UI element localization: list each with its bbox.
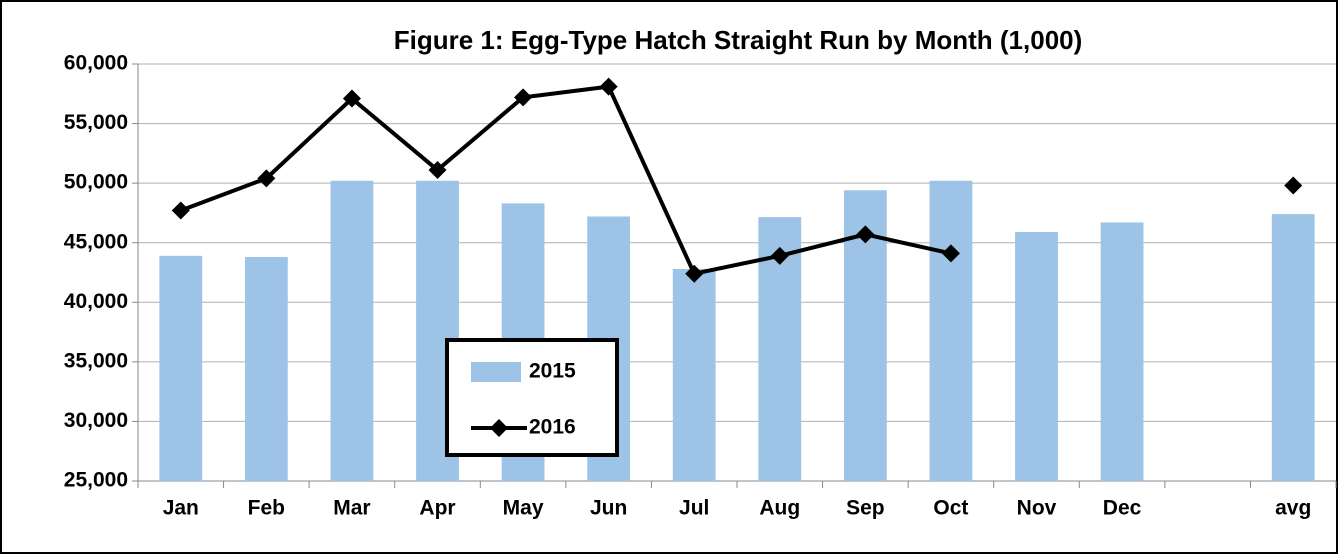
marker xyxy=(514,88,533,107)
x-tick-label: Apr xyxy=(419,497,455,520)
bar xyxy=(672,268,716,481)
marker xyxy=(685,264,704,283)
x-tick-label: Jul xyxy=(679,497,709,520)
x-tick-label: May xyxy=(503,497,544,520)
x-tick-label: Sep xyxy=(846,497,885,520)
x-tick-label: Oct xyxy=(933,497,968,520)
legend-swatch xyxy=(471,362,521,382)
x-tick-label: Feb xyxy=(248,497,285,520)
x-tick-label: Jan xyxy=(163,497,199,520)
bar xyxy=(1100,222,1144,481)
bar xyxy=(1015,231,1058,481)
y-tick-label: 55,000 xyxy=(64,111,128,134)
x-tick-label: Jun xyxy=(590,497,627,520)
x-tick-label: Mar xyxy=(333,497,370,520)
marker xyxy=(941,244,960,263)
legend-label: 2015 xyxy=(529,360,576,383)
marker xyxy=(856,225,875,244)
bar xyxy=(244,257,288,481)
bar xyxy=(330,180,374,481)
marker xyxy=(599,77,618,96)
y-tick-label: 50,000 xyxy=(64,171,128,194)
legend-box xyxy=(445,338,619,457)
y-tick-label: 30,000 xyxy=(64,409,128,432)
marker xyxy=(770,246,789,265)
legend-marker xyxy=(490,419,508,437)
x-tick-label: Aug xyxy=(759,497,800,520)
marker xyxy=(171,201,190,220)
x-tick-label: Nov xyxy=(1017,497,1057,520)
y-tick-label: 35,000 xyxy=(64,349,128,372)
chart-title: Figure 1: Egg-Type Hatch Straight Run by… xyxy=(394,25,1083,55)
legend-label: 2016 xyxy=(529,416,576,439)
marker xyxy=(1284,176,1303,195)
y-tick-label: 40,000 xyxy=(64,290,128,313)
marker xyxy=(257,169,276,188)
y-tick-label: 60,000 xyxy=(64,52,128,75)
y-tick-label: 25,000 xyxy=(64,469,128,492)
bar xyxy=(159,255,203,481)
x-tick-label: avg xyxy=(1275,497,1311,520)
bar xyxy=(1271,214,1315,481)
bar xyxy=(929,180,973,481)
marker xyxy=(428,161,447,180)
x-tick-label: Dec xyxy=(1103,497,1142,520)
marker xyxy=(342,89,361,108)
y-tick-label: 45,000 xyxy=(64,230,128,253)
